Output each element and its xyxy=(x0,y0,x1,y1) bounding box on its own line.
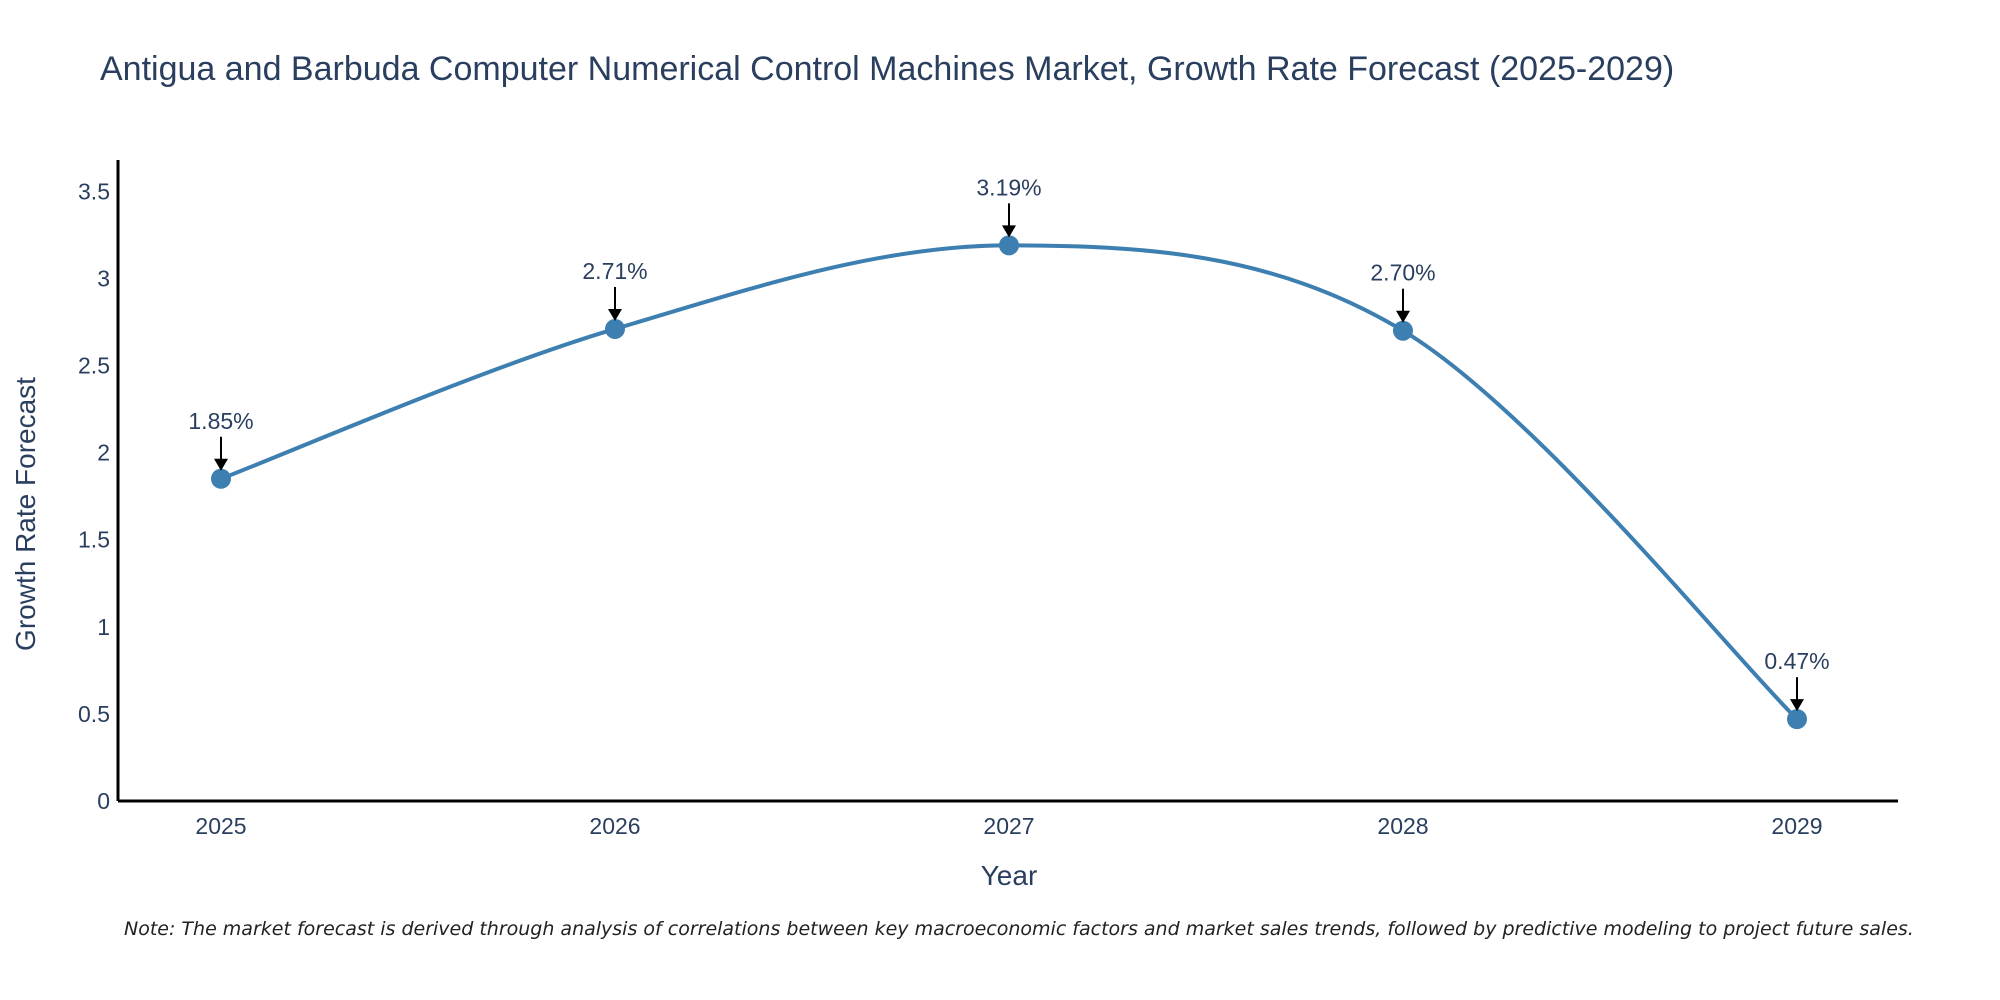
y-axis-title: Growth Rate Forecast xyxy=(10,377,41,651)
x-tick-label: 2025 xyxy=(195,813,246,839)
data-label: 2.71% xyxy=(582,258,647,284)
series-line xyxy=(220,243,1799,721)
data-label: 3.19% xyxy=(976,174,1041,200)
data-point[interactable] xyxy=(999,235,1019,256)
footnote: Note: The market forecast is derived thr… xyxy=(124,918,1914,940)
data-label: 0.47% xyxy=(1764,648,1829,674)
y-tick-label: 3.5 xyxy=(78,178,110,204)
y-tick-label: 2.5 xyxy=(78,353,110,379)
annotation-arrow-head xyxy=(1002,225,1016,238)
annotation-arrow-head xyxy=(214,458,228,471)
annotation-arrow-head xyxy=(1790,699,1804,712)
data-point[interactable] xyxy=(605,318,625,339)
annotation-arrow-head xyxy=(1396,310,1410,323)
y-tick-label: 0 xyxy=(97,788,110,814)
chart-marks: 0 0.5 1 1.5 2 2.5 3 3.5 2025 2026 2027 2028 2029 1.85… xyxy=(78,160,1898,839)
data-point[interactable] xyxy=(1393,320,1413,341)
x-tick-label: 2028 xyxy=(1377,813,1428,839)
y-tick-label: 2 xyxy=(97,440,110,466)
chart-title: Antigua and Barbuda Computer Numerical C… xyxy=(100,50,1674,88)
data-label: 1.85% xyxy=(188,408,253,434)
y-tick-label: 1 xyxy=(97,614,110,640)
y-tick-label: 0.5 xyxy=(78,701,110,727)
data-point[interactable] xyxy=(211,468,231,489)
x-tick-label: 2027 xyxy=(983,813,1034,839)
annotation-arrow-head xyxy=(608,308,622,321)
y-tick-label: 1.5 xyxy=(78,527,110,553)
y-tick-label: 3 xyxy=(97,265,110,291)
x-tick-label: 2029 xyxy=(1771,813,1822,839)
x-tick-label: 2026 xyxy=(589,813,640,839)
data-label: 2.70% xyxy=(1370,260,1435,286)
x-axis-title: Year xyxy=(981,860,1038,891)
data-point[interactable] xyxy=(1787,709,1807,730)
